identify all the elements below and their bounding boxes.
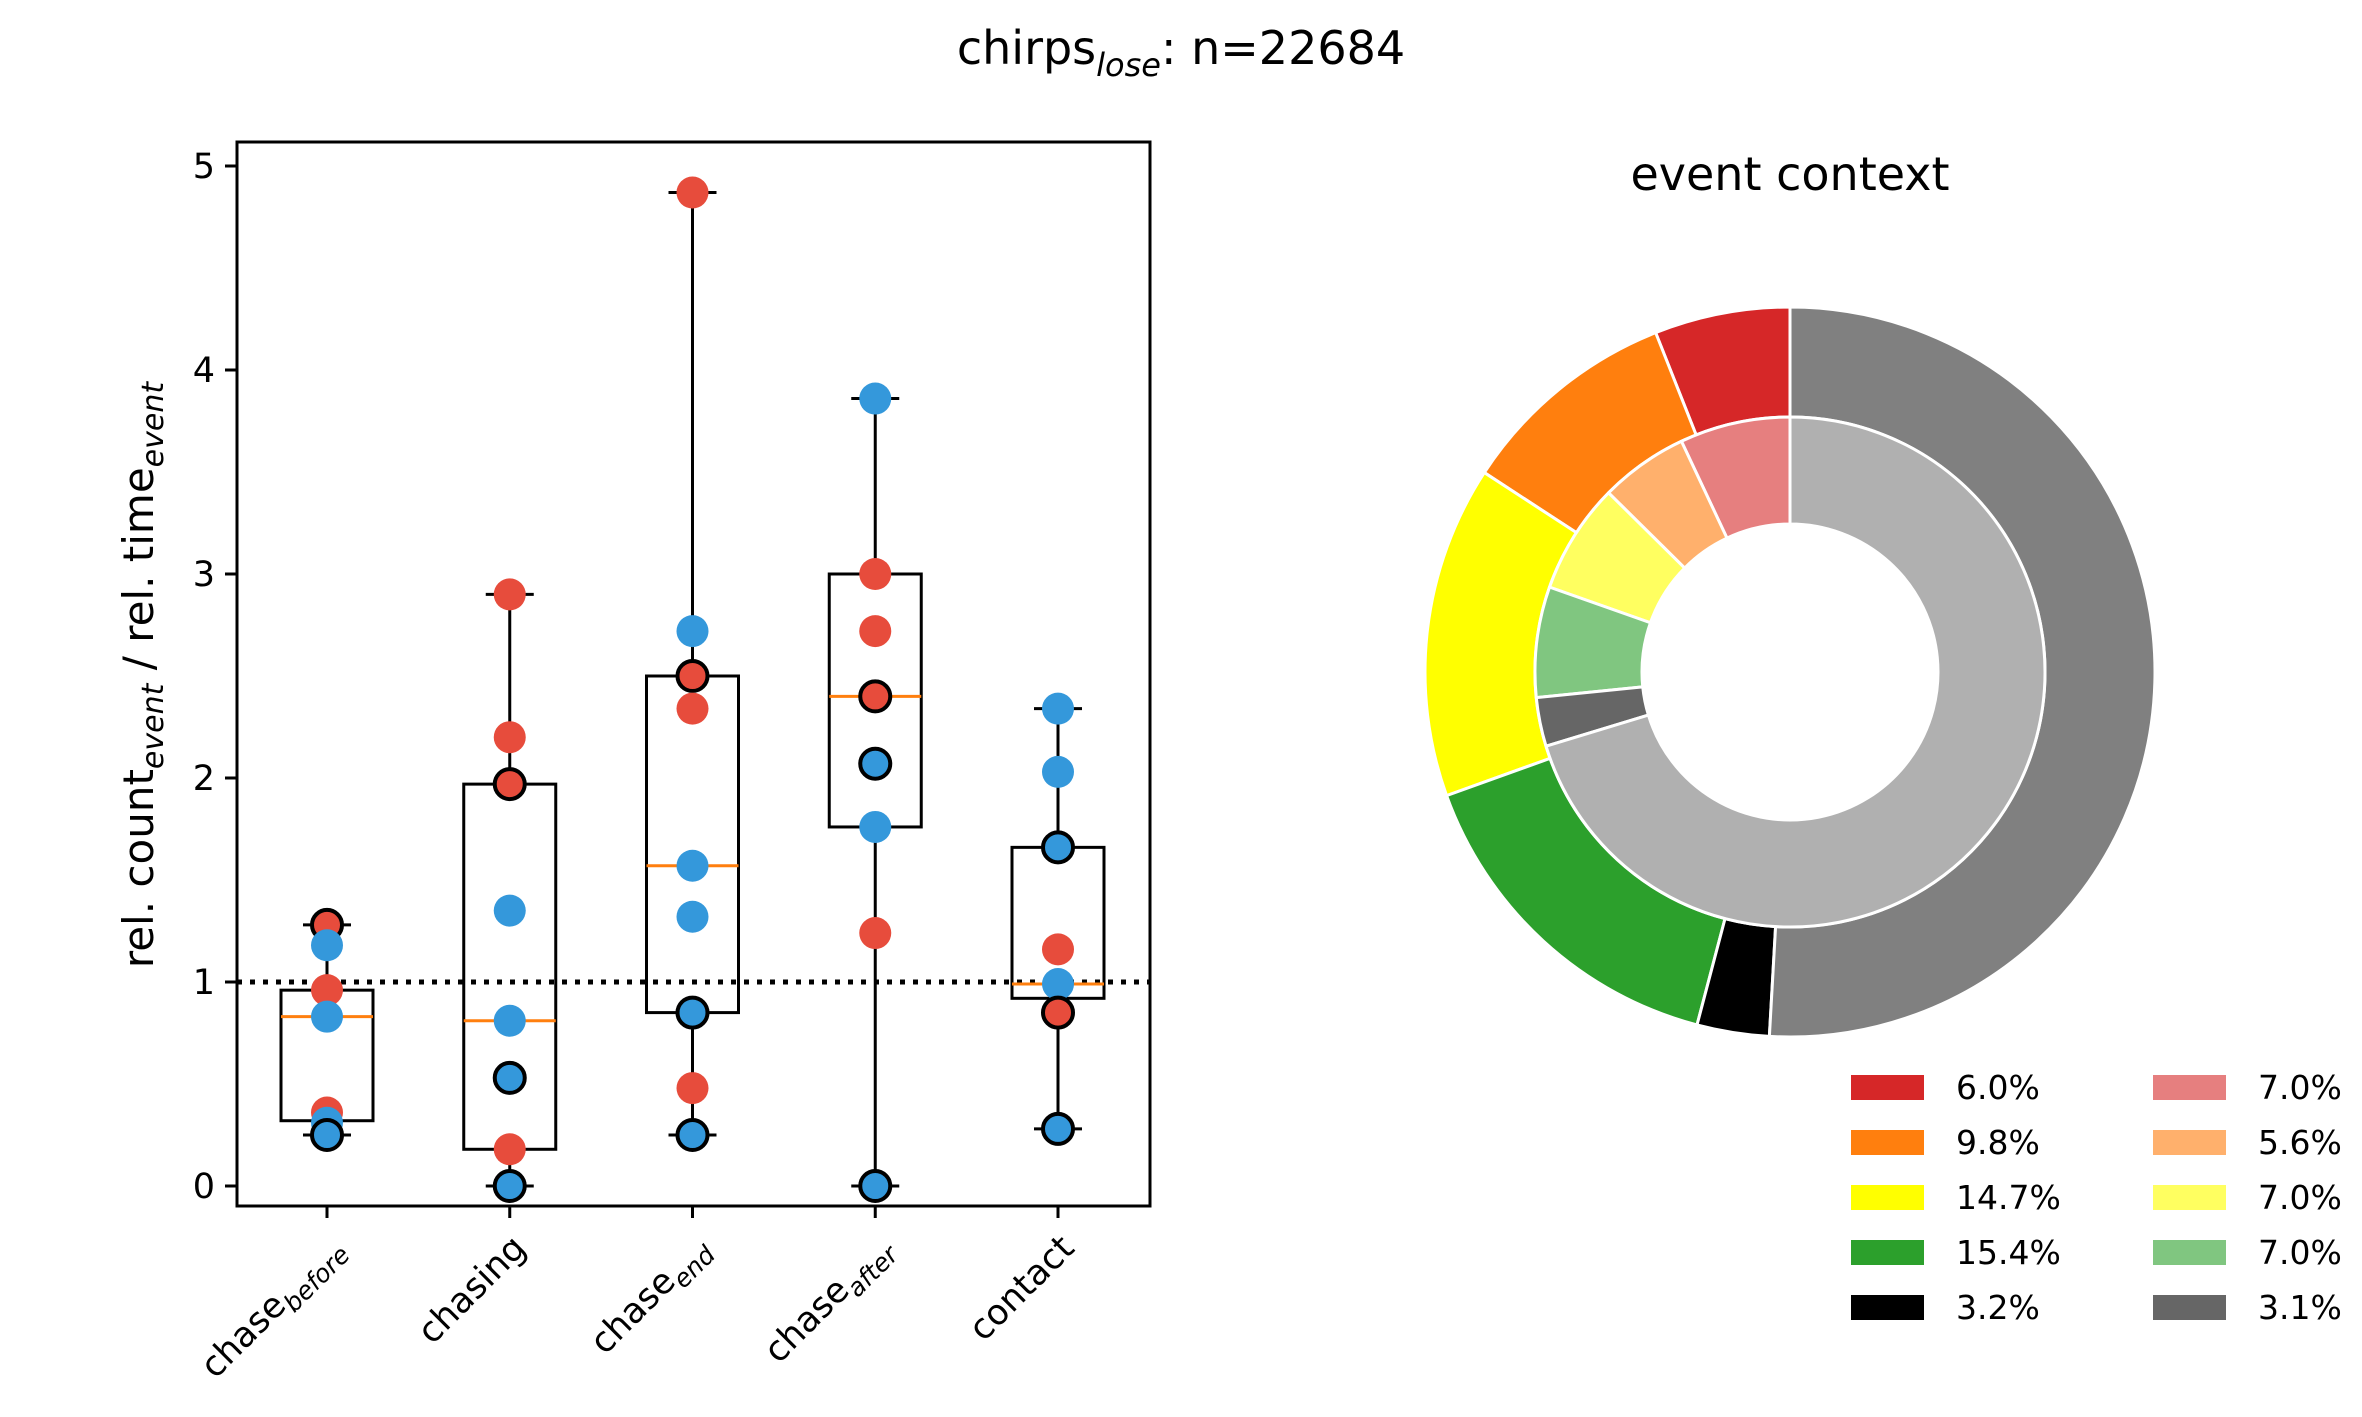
data-point <box>858 746 893 781</box>
data-point <box>311 1000 343 1033</box>
data-point <box>676 615 709 648</box>
y-axis-label-part2: / rel. time <box>114 467 163 683</box>
data-point <box>493 721 526 754</box>
y-axis-label-sub2: event <box>136 381 171 468</box>
figure-title-sub: lose <box>1096 46 1161 84</box>
data-point <box>1041 995 1075 1030</box>
y-tick-label: 1 <box>193 963 215 1003</box>
legend-swatch <box>1851 1130 1924 1155</box>
legend-swatch <box>2153 1185 2226 1210</box>
data-point <box>1042 968 1074 1001</box>
y-tick-label: 4 <box>193 351 215 391</box>
data-point <box>675 995 710 1030</box>
y-tick-label: 5 <box>193 147 215 187</box>
legend-swatch <box>1851 1075 1924 1100</box>
data-point <box>1042 755 1074 788</box>
y-tick-label: 0 <box>193 1167 215 1207</box>
y-tick-label: 2 <box>193 759 215 799</box>
pie-title: event context <box>1630 147 1949 201</box>
donut-panel <box>1423 305 2157 1039</box>
data-point <box>676 1072 709 1105</box>
data-point <box>1042 692 1074 725</box>
x-tick-label: chaseend <box>583 1228 722 1367</box>
y-tick-label: 3 <box>193 555 215 595</box>
data-point <box>492 1169 527 1203</box>
legend-label: 7.0% <box>2258 1068 2342 1107</box>
data-point <box>859 382 892 415</box>
data-point <box>859 615 892 648</box>
y-axis-label: rel. countevent / rel. timeevent <box>114 381 171 968</box>
data-point <box>492 767 527 802</box>
legend-swatch <box>1851 1295 1924 1320</box>
data-point <box>493 894 526 927</box>
data-point <box>1041 1111 1075 1146</box>
data-point <box>676 849 709 882</box>
data-point <box>311 929 343 962</box>
x-tick-label: chasing <box>410 1228 534 1352</box>
data-point <box>1042 933 1074 966</box>
data-point <box>492 1060 527 1095</box>
data-point <box>858 1169 893 1203</box>
legend-label: 3.1% <box>2258 1288 2342 1327</box>
data-point <box>858 679 893 714</box>
inner-ring-slice <box>1533 585 1652 700</box>
figure-title-suffix: : n=22684 <box>1161 21 1405 75</box>
legend-swatch <box>2153 1075 2226 1100</box>
data-point <box>675 659 710 693</box>
data-point <box>676 900 709 933</box>
legend-label: 7.0% <box>2258 1178 2342 1217</box>
figure-title-main: chirps <box>957 21 1096 75</box>
legend-swatch <box>1851 1185 1924 1210</box>
legend-swatch <box>2153 1130 2226 1155</box>
legend-label: 9.8% <box>1956 1123 2040 1162</box>
data-point <box>859 810 892 843</box>
y-axis-label-part1: rel. count <box>114 769 163 968</box>
data-point <box>310 1118 344 1152</box>
data-point <box>1041 830 1075 865</box>
x-tick-label: contact <box>961 1228 1082 1349</box>
box-iqr <box>645 674 740 1015</box>
legend-label: 14.7% <box>1956 1178 2061 1217</box>
data-point <box>676 692 709 725</box>
legend-label: 5.6% <box>2258 1123 2342 1162</box>
legend-label: 7.0% <box>2258 1233 2342 1272</box>
legend-label: 6.0% <box>1956 1068 2040 1107</box>
figure-title: chirpslose: n=22684 <box>957 21 1405 84</box>
data-point <box>493 1004 526 1037</box>
inner-ring-slice <box>1607 439 1729 570</box>
data-point <box>675 1118 710 1152</box>
data-point <box>676 176 709 209</box>
legend: 6.0% 9.8% 14.7% 15.4% 3.2% 7.0% 5.6% 7.0% 7.0% 3.… <box>1851 1068 2342 1327</box>
inner-ring-slice <box>1548 491 1687 625</box>
data-point <box>493 1133 526 1166</box>
legend-swatch <box>2153 1295 2226 1320</box>
inner-ring-slice <box>1534 685 1650 748</box>
x-tick-label: chasebefore <box>193 1228 355 1390</box>
data-point <box>311 974 343 1007</box>
box-group <box>462 592 558 1188</box>
legend-label: 15.4% <box>1956 1233 2061 1272</box>
data-point <box>859 558 892 590</box>
x-tick-label: chaseafter <box>757 1227 905 1375</box>
legend-swatch <box>1851 1240 1924 1265</box>
data-point <box>493 578 526 611</box>
data-point <box>859 917 892 950</box>
y-axis-label-sub1: event <box>136 682 171 769</box>
box-group <box>827 397 923 1188</box>
inner-ring-slice <box>1544 415 2047 929</box>
box-plot-panel: 0 1 2 3 4 5 chasebefore chasing chaseend chaseaft… <box>193 140 1152 1390</box>
legend-label: 3.2% <box>1956 1288 2040 1327</box>
legend-swatch <box>2153 1240 2226 1265</box>
